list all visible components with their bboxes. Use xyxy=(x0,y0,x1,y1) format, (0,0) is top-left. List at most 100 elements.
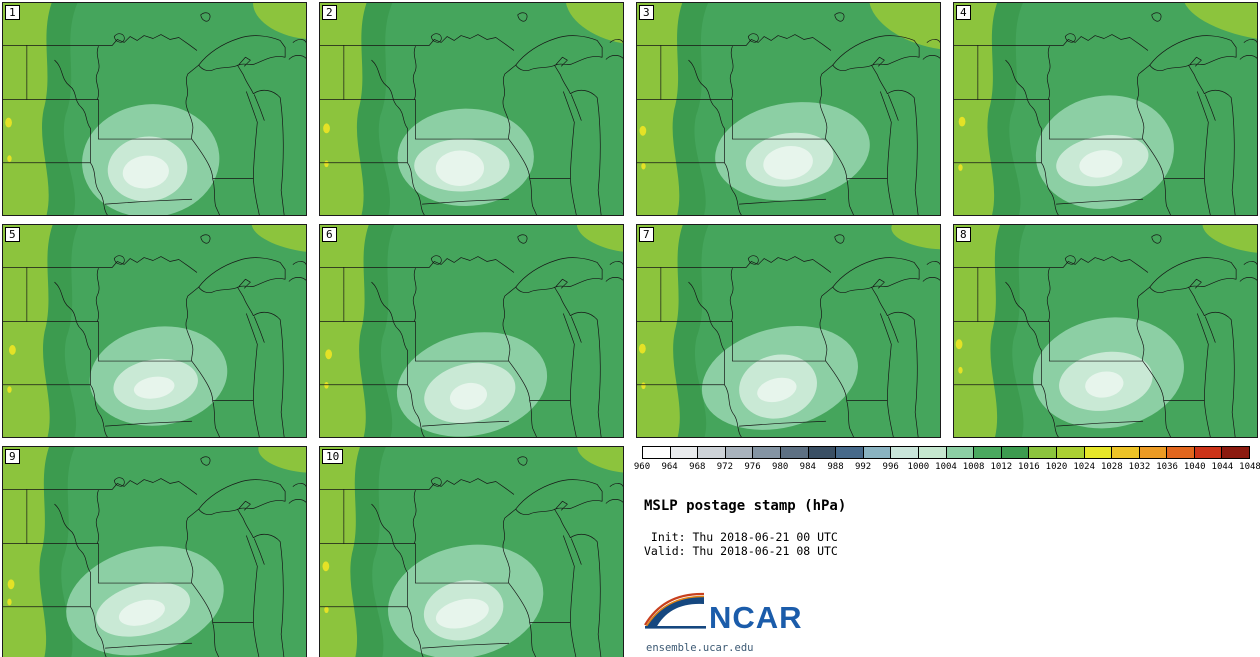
terrain-high-spot xyxy=(958,366,963,374)
terrain-high-spot xyxy=(7,598,12,606)
low-pressure-core xyxy=(122,155,169,189)
lake-outlines xyxy=(113,234,306,437)
colorbar-tick: 1032 xyxy=(1128,462,1151,472)
terrain-high-spot xyxy=(641,162,646,170)
pressure-band-west-yellowgreen xyxy=(954,225,1000,437)
map-panel-2: 2 xyxy=(319,2,624,216)
lake-outlines xyxy=(430,12,623,215)
colorbar-tick: 996 xyxy=(882,462,899,472)
pressure-band-west-yellowgreen xyxy=(320,3,367,215)
terrain-high-spot xyxy=(5,117,12,128)
pressure-band-west-yellowgreen xyxy=(320,225,369,437)
low-pressure-core xyxy=(435,150,485,186)
map-panel-5: 5 xyxy=(2,224,307,438)
footer-url: ensemble.ucar.edu xyxy=(646,642,754,654)
map-panel-8: 8 xyxy=(953,224,1258,438)
state-borders xyxy=(637,34,888,215)
terrain-high-spot xyxy=(639,125,647,136)
colorbar-tick: 1044 xyxy=(1211,462,1234,472)
mslp-map xyxy=(637,3,940,215)
pressure-band-west-yellowgreen xyxy=(637,3,683,215)
terrain-high-spot xyxy=(9,345,16,355)
lake-outlines xyxy=(1064,12,1257,215)
terrain-high-spot xyxy=(322,561,330,572)
state-borders xyxy=(3,256,254,437)
mslp-map xyxy=(3,447,306,657)
terrain-high-spot xyxy=(955,339,963,350)
state-borders xyxy=(954,256,1205,437)
colorbar-tick: 1040 xyxy=(1183,462,1206,472)
colorbar-segment xyxy=(643,447,671,458)
pressure-band-west-yellowgreen xyxy=(3,447,49,657)
colorbar-tick: 972 xyxy=(716,462,734,472)
pressure-band-west-yellowgreen xyxy=(954,3,998,215)
init-time-label: Init: Thu 2018-06-21 00 UTC xyxy=(644,530,838,544)
colorbar-tick: 1008 xyxy=(962,462,985,472)
colorbar-tick: 1000 xyxy=(907,462,930,472)
terrain-high-spot xyxy=(324,381,329,389)
colorbar-segment xyxy=(1139,447,1168,458)
member-number-badge: 4 xyxy=(956,5,971,21)
lake-outlines xyxy=(430,456,623,657)
low-pressure-core xyxy=(435,598,489,629)
colorbar-tick: 1012 xyxy=(990,462,1013,472)
low-pressure-core xyxy=(757,377,797,403)
map-panel-7: 7 xyxy=(636,224,941,438)
colorbar-tick: 1020 xyxy=(1045,462,1068,472)
pressure-band-west-yellowgreen xyxy=(3,225,53,437)
legend-area: 960 964 968 972 976 980 984 988 992 996 1000 1004 10… xyxy=(633,446,1260,657)
pressure-blob-northeast xyxy=(251,225,306,253)
colorbar-segment xyxy=(946,447,975,458)
state-borders xyxy=(320,256,571,437)
map-panel-6: 6 xyxy=(319,224,624,438)
colorbar-segment xyxy=(1001,447,1030,458)
map-panel-10: 10 xyxy=(319,446,624,657)
mslp-map xyxy=(320,447,623,657)
colorbar-tick: 960 xyxy=(633,462,651,472)
colorbar-segment xyxy=(863,447,892,458)
lake-outlines xyxy=(747,234,940,437)
colorbar-segment xyxy=(725,447,754,458)
member-number-badge: 8 xyxy=(956,227,971,243)
low-pressure-core xyxy=(133,376,175,399)
colorbar-tick: 968 xyxy=(689,462,706,472)
member-number-badge: 6 xyxy=(322,227,337,243)
map-panel-9: 9 xyxy=(2,446,307,657)
pressure-band-west-yellowgreen xyxy=(3,3,52,215)
terrain-high-spot xyxy=(324,160,329,168)
state-borders xyxy=(954,34,1205,215)
mslp-map xyxy=(320,225,623,437)
map-panel-4: 4 xyxy=(953,2,1258,216)
terrain-high-spot xyxy=(7,579,15,590)
colorbar-segment xyxy=(808,447,837,458)
colorbar-tick: 992 xyxy=(854,462,872,472)
state-borders xyxy=(320,34,571,215)
mslp-map xyxy=(954,3,1257,215)
ncar-logo: NCAR xyxy=(644,592,803,635)
member-number-badge: 1 xyxy=(5,5,20,21)
terrain-high-spot xyxy=(641,382,646,390)
colorbar-segment xyxy=(1084,447,1113,458)
lake-outlines xyxy=(113,456,306,657)
member-number-badge: 7 xyxy=(639,227,654,243)
colorbar xyxy=(642,446,1250,459)
state-borders xyxy=(637,256,888,437)
colorbar-segment xyxy=(698,447,726,458)
low-pressure-core xyxy=(449,382,488,410)
colorbar-tick: 976 xyxy=(744,462,761,472)
terrain-high-spot xyxy=(7,155,12,162)
valid-time-label: Valid: Thu 2018-06-21 08 UTC xyxy=(644,544,838,558)
mslp-map xyxy=(954,225,1257,437)
member-number-badge: 3 xyxy=(639,5,654,21)
map-panel-3: 3 xyxy=(636,2,941,216)
pressure-blob-northeast xyxy=(576,225,623,253)
low-pressure-core xyxy=(1085,371,1124,398)
colorbar-segment xyxy=(753,447,781,458)
ncar-logo-text: NCAR xyxy=(709,599,803,635)
colorbar-segment xyxy=(780,447,809,458)
pressure-blob-northeast xyxy=(258,447,306,473)
colorbar-tick: 1028 xyxy=(1100,462,1123,472)
colorbar-tick: 964 xyxy=(661,462,678,472)
pressure-blob-northeast xyxy=(565,3,623,45)
